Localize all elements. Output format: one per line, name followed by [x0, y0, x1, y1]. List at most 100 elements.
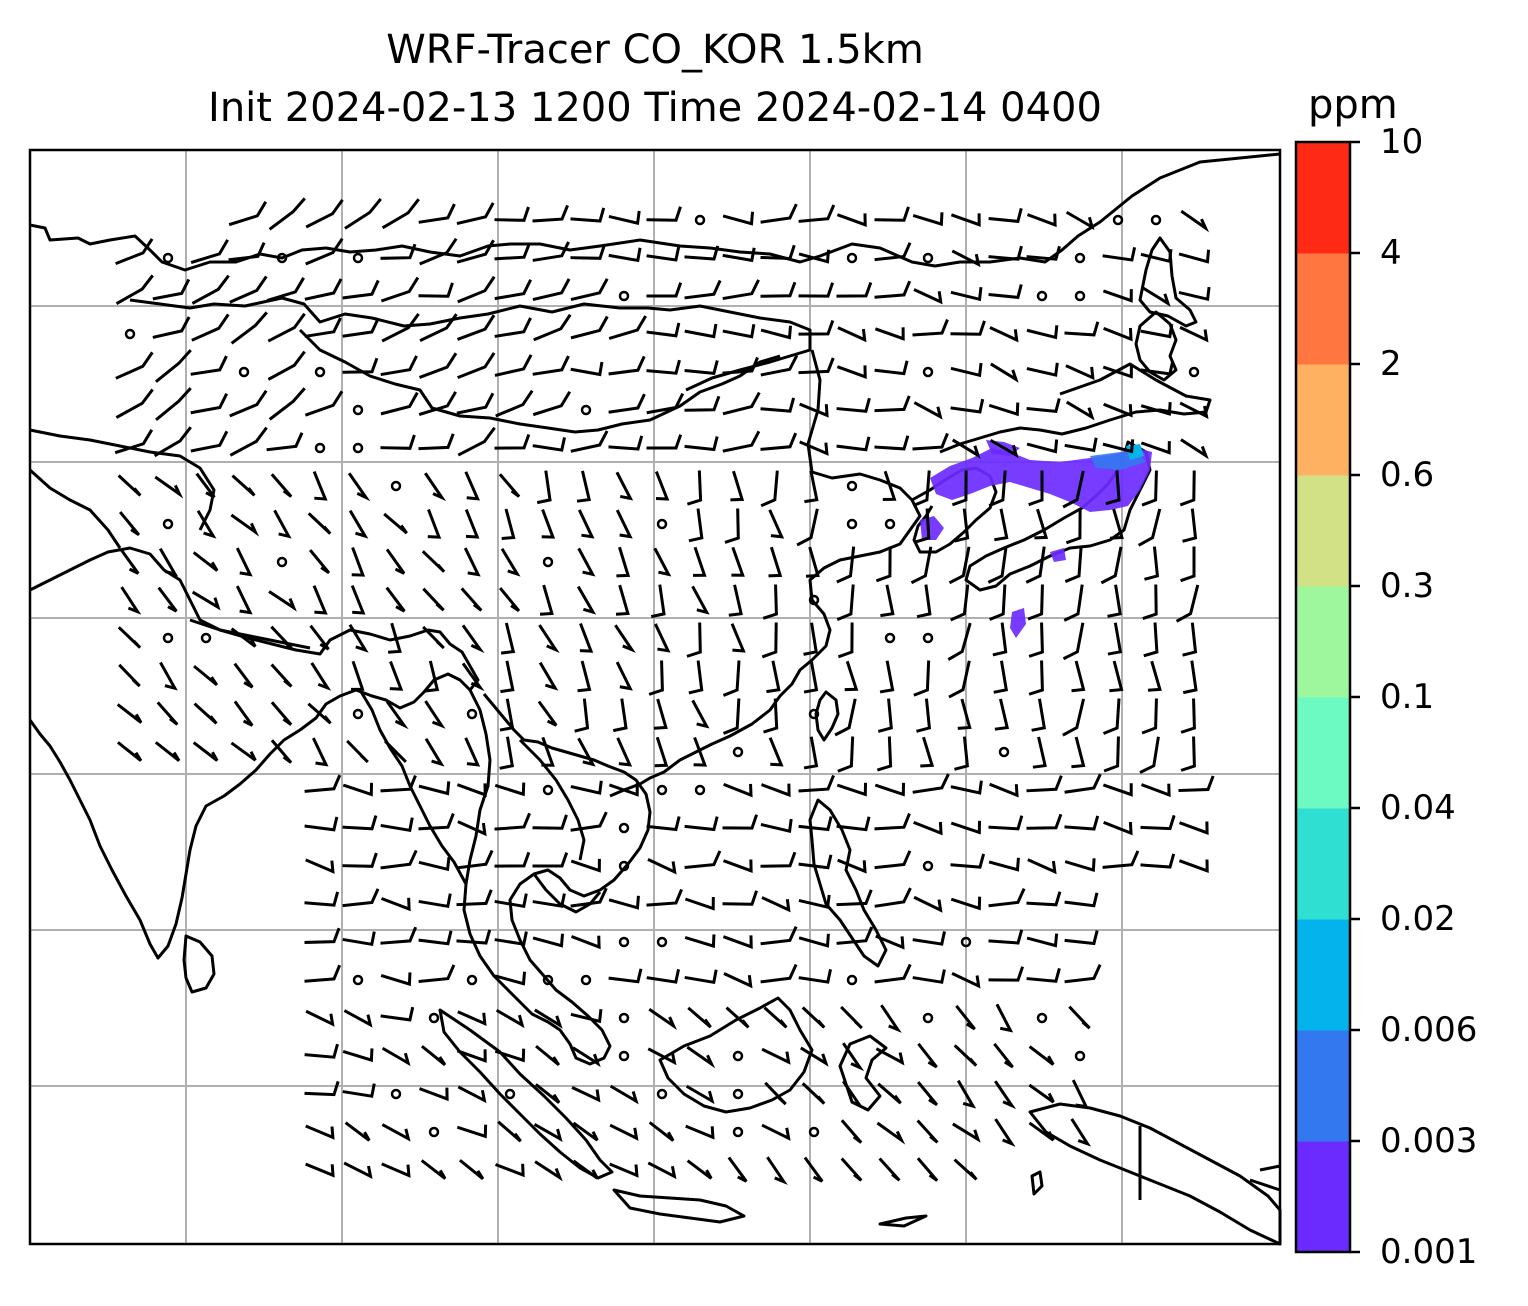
wind-barb — [950, 896, 982, 911]
wind-barb — [1178, 286, 1211, 302]
wind-barb — [570, 780, 603, 795]
wind-barb — [1064, 321, 1100, 337]
wind-barb — [380, 817, 414, 833]
wind-barb — [304, 927, 341, 944]
wind-barb — [615, 584, 630, 616]
wind-barb — [380, 972, 412, 987]
wind-barb — [988, 857, 1020, 872]
wind-calm-marker — [162, 518, 174, 530]
wind-barb — [723, 972, 753, 989]
wind-calm-marker — [542, 556, 554, 568]
wind-barb — [913, 895, 943, 913]
wind-barb — [1103, 736, 1120, 773]
wind-barb — [722, 660, 741, 697]
wind-calm-marker — [276, 556, 288, 568]
wind-barb — [418, 781, 451, 796]
wind-barb — [722, 890, 759, 906]
wind-calm-marker — [884, 518, 896, 530]
wind-barb — [500, 547, 521, 577]
gridlines — [30, 150, 1280, 1244]
wind-barb — [499, 698, 515, 732]
wind-barb — [501, 508, 516, 541]
wind-barb — [950, 287, 983, 302]
wind-barb — [608, 393, 646, 414]
wind-barb — [156, 701, 179, 726]
wind-barb — [456, 783, 487, 797]
coastline-srilanka — [182, 934, 216, 994]
wind-barb — [1064, 815, 1100, 831]
wind-barb — [1100, 546, 1123, 585]
wind-calm-marker — [1036, 290, 1048, 302]
wind-barb — [989, 438, 1019, 459]
wind-barb — [994, 508, 1009, 542]
wind-barb — [304, 1043, 339, 1059]
wind-barb — [456, 239, 495, 264]
wind-barb — [380, 849, 418, 870]
wind-calm-marker — [1036, 1012, 1048, 1024]
wind-barb — [424, 737, 445, 767]
wind-barb — [1026, 325, 1059, 340]
wind-barb — [1064, 773, 1102, 794]
wind-barb — [498, 587, 521, 613]
wind-barb — [685, 1124, 715, 1140]
wind-barb — [1103, 820, 1133, 836]
wind-barb — [494, 1048, 526, 1063]
wind-calm-marker — [1188, 366, 1200, 378]
wind-barb — [342, 1083, 376, 1098]
wind-barb — [1026, 891, 1062, 907]
wind-barb — [153, 426, 192, 458]
wind-barb — [876, 736, 893, 772]
colorbar-segment — [1296, 142, 1350, 254]
wind-barb — [312, 737, 329, 767]
wind-barb — [609, 1162, 639, 1178]
wind-barb — [457, 426, 496, 457]
wind-barb — [686, 1045, 716, 1069]
wind-barb — [342, 782, 374, 797]
wind-calm-marker — [618, 936, 630, 948]
wind-barb — [342, 815, 378, 831]
wind-barb — [494, 433, 531, 450]
wind-barb — [381, 198, 420, 230]
wind-calm-marker — [276, 252, 288, 264]
wind-barb — [1180, 698, 1196, 734]
wind-barb — [420, 1045, 447, 1066]
wind-barb — [994, 1080, 1017, 1110]
wind-barb — [1062, 698, 1086, 737]
wind-barb — [760, 963, 798, 984]
colorbar-tick-label: 2 — [1380, 344, 1402, 384]
wind-barb — [532, 204, 569, 223]
wind-barb — [798, 357, 835, 375]
wind-barb — [912, 969, 946, 984]
wind-calm-marker — [656, 1088, 668, 1100]
wind-barb — [916, 1119, 939, 1144]
wind-barb — [768, 509, 785, 539]
wind-barb — [456, 1124, 488, 1139]
wind-barb — [1141, 470, 1158, 507]
wind-calm-marker — [656, 936, 668, 948]
wind-calm-marker — [656, 518, 668, 530]
wind-barb — [1026, 362, 1059, 377]
wind-barb — [722, 698, 741, 735]
wind-barb — [497, 1120, 522, 1143]
wind-calm-marker — [542, 974, 554, 986]
wind-barb — [152, 278, 191, 301]
wind-barb — [874, 850, 912, 870]
colorbar-tick-label: 0.003 — [1380, 1121, 1478, 1161]
wind-barb — [988, 402, 1020, 417]
wind-barb — [874, 963, 912, 984]
wind-barb — [608, 315, 647, 340]
wind-calm-marker — [998, 746, 1010, 758]
wind-barb — [424, 472, 447, 502]
wind-barb — [346, 739, 369, 764]
wind-barb — [456, 849, 494, 870]
wind-calm-marker — [352, 252, 364, 264]
wind-barb — [532, 390, 572, 417]
wind-calm-marker — [1150, 214, 1162, 226]
wind-barb — [988, 888, 1026, 908]
wind-barb — [229, 426, 268, 457]
wind-barb — [230, 627, 257, 648]
wind-barb — [1102, 289, 1133, 303]
wind-barb — [760, 397, 796, 413]
wind-barb — [880, 1004, 902, 1033]
coastline-mongolia-border — [129, 296, 812, 392]
